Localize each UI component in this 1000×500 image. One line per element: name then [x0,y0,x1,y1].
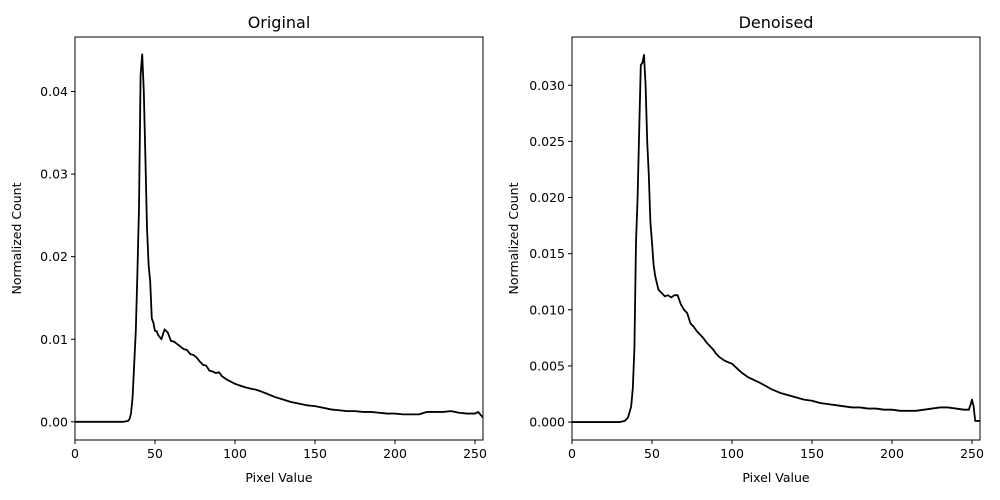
x-tick-label: 100 [720,446,744,461]
x-axis-label: Pixel Value [742,470,810,485]
x-axis: 0 50 100 150 200 250 [71,440,487,461]
x-axis: 0 50 100 150 200 250 [568,440,984,461]
y-axis-label: Normalized Count [506,182,521,294]
x-tick-label: 100 [223,446,247,461]
x-tick-label: 0 [71,446,79,461]
y-axis: 0.000 0.005 0.010 0.015 0.020 0.025 0.030 [529,78,572,430]
y-tick-label: 0.025 [529,134,565,149]
plot-frame [571,36,981,441]
chart-title: Original [248,13,311,32]
x-tick-label: 50 [147,446,163,461]
plot-frame [74,36,484,441]
chart-original: 0 50 100 150 200 250 0.00 0.01 0.02 0.03 0.04 Origi… [9,13,487,485]
x-tick-label: 250 [960,446,984,461]
x-axis-label: Pixel Value [245,470,313,485]
x-tick-label: 200 [880,446,904,461]
x-tick-label: 150 [800,446,824,461]
x-tick-label: 0 [568,446,576,461]
series-line [75,53,484,423]
x-tick-label: 250 [463,446,487,461]
y-axis: 0.00 0.01 0.02 0.03 0.04 [40,84,75,429]
y-tick-label: 0.020 [529,190,565,205]
x-tick-label: 150 [303,446,327,461]
chart-denoised: 0 50 100 150 200 250 0.000 0.005 0.010 0.015 0.020… [506,13,984,485]
y-tick-label: 0.02 [40,249,68,264]
y-axis-label: Normalized Count [9,182,24,294]
y-tick-label: 0.04 [40,84,68,99]
y-tick-label: 0.000 [529,415,565,430]
x-tick-label: 200 [383,446,407,461]
y-tick-label: 0.015 [529,246,565,261]
y-tick-label: 0.010 [529,302,565,317]
y-tick-label: 0.030 [529,78,565,93]
x-tick-label: 50 [644,446,660,461]
y-tick-label: 0.03 [40,167,68,182]
y-tick-label: 0.005 [529,358,565,373]
chart-title: Denoised [739,13,814,32]
y-tick-label: 0.01 [40,332,68,347]
series-line [572,54,980,423]
y-tick-label: 0.00 [40,414,68,429]
